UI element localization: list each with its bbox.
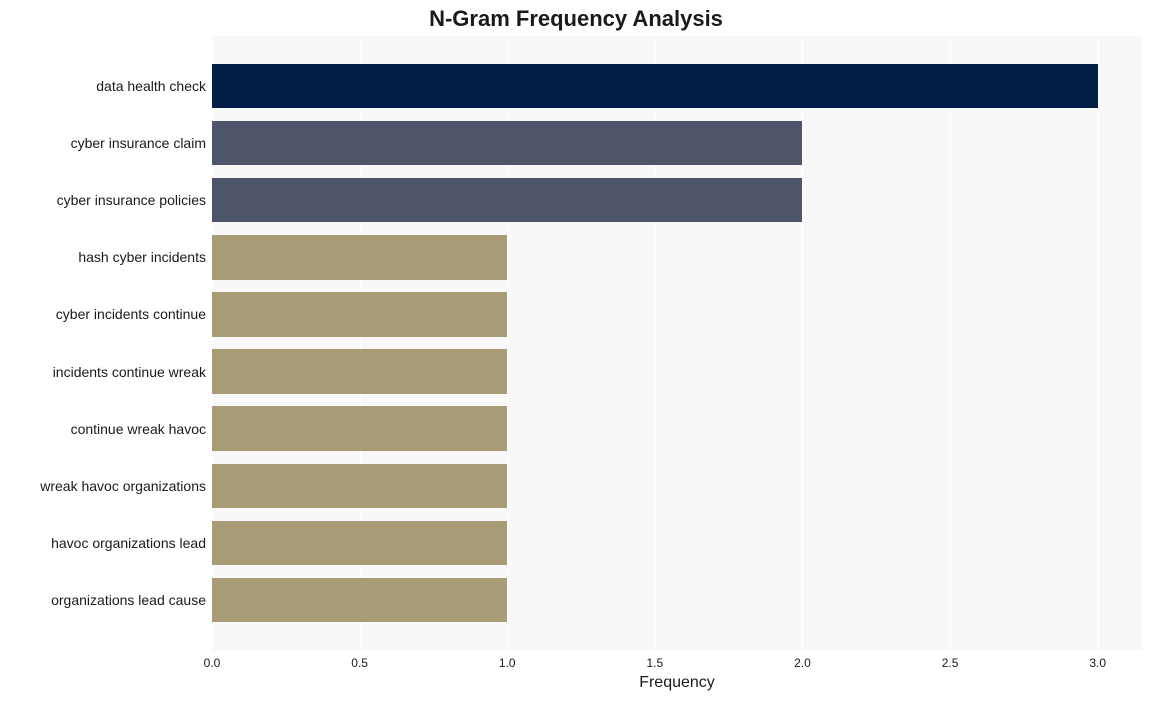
bar bbox=[212, 121, 802, 166]
bar bbox=[212, 178, 802, 223]
y-tick-label: cyber insurance policies bbox=[57, 172, 212, 229]
bar bbox=[212, 235, 507, 280]
y-tick-label: havoc organizations lead bbox=[51, 514, 212, 571]
x-axis-title: Frequency bbox=[639, 674, 715, 692]
y-tick-label: continue wreak havoc bbox=[71, 400, 212, 457]
bar bbox=[212, 578, 507, 623]
y-tick-label: cyber insurance claim bbox=[71, 115, 212, 172]
bar bbox=[212, 406, 507, 451]
ngram-frequency-chart: N-Gram Frequency Analysis 0.00.51.01.52.… bbox=[0, 0, 1152, 701]
bar bbox=[212, 64, 1098, 109]
x-tick-label: 0.5 bbox=[351, 656, 368, 670]
y-tick-label: cyber incidents continue bbox=[56, 286, 212, 343]
y-tick-label: wreak havoc organizations bbox=[40, 457, 212, 514]
x-tick-label: 2.5 bbox=[942, 656, 959, 670]
x-tick-label: 0.0 bbox=[204, 656, 221, 670]
bar bbox=[212, 521, 507, 566]
grid-line bbox=[950, 36, 951, 650]
bar bbox=[212, 292, 507, 337]
grid-line bbox=[802, 36, 803, 650]
y-tick-label: data health check bbox=[96, 57, 212, 114]
y-tick-label: hash cyber incidents bbox=[78, 229, 212, 286]
plot-area: 0.00.51.01.52.02.53.0data health checkcy… bbox=[212, 36, 1142, 650]
bar bbox=[212, 349, 507, 394]
x-tick-label: 1.0 bbox=[499, 656, 516, 670]
y-tick-label: incidents continue wreak bbox=[53, 343, 212, 400]
x-tick-label: 3.0 bbox=[1089, 656, 1106, 670]
y-tick-label: organizations lead cause bbox=[51, 571, 212, 628]
bar bbox=[212, 464, 507, 509]
x-tick-label: 1.5 bbox=[647, 656, 664, 670]
x-tick-label: 2.0 bbox=[794, 656, 811, 670]
grid-line bbox=[1098, 36, 1099, 650]
chart-title: N-Gram Frequency Analysis bbox=[0, 6, 1152, 32]
